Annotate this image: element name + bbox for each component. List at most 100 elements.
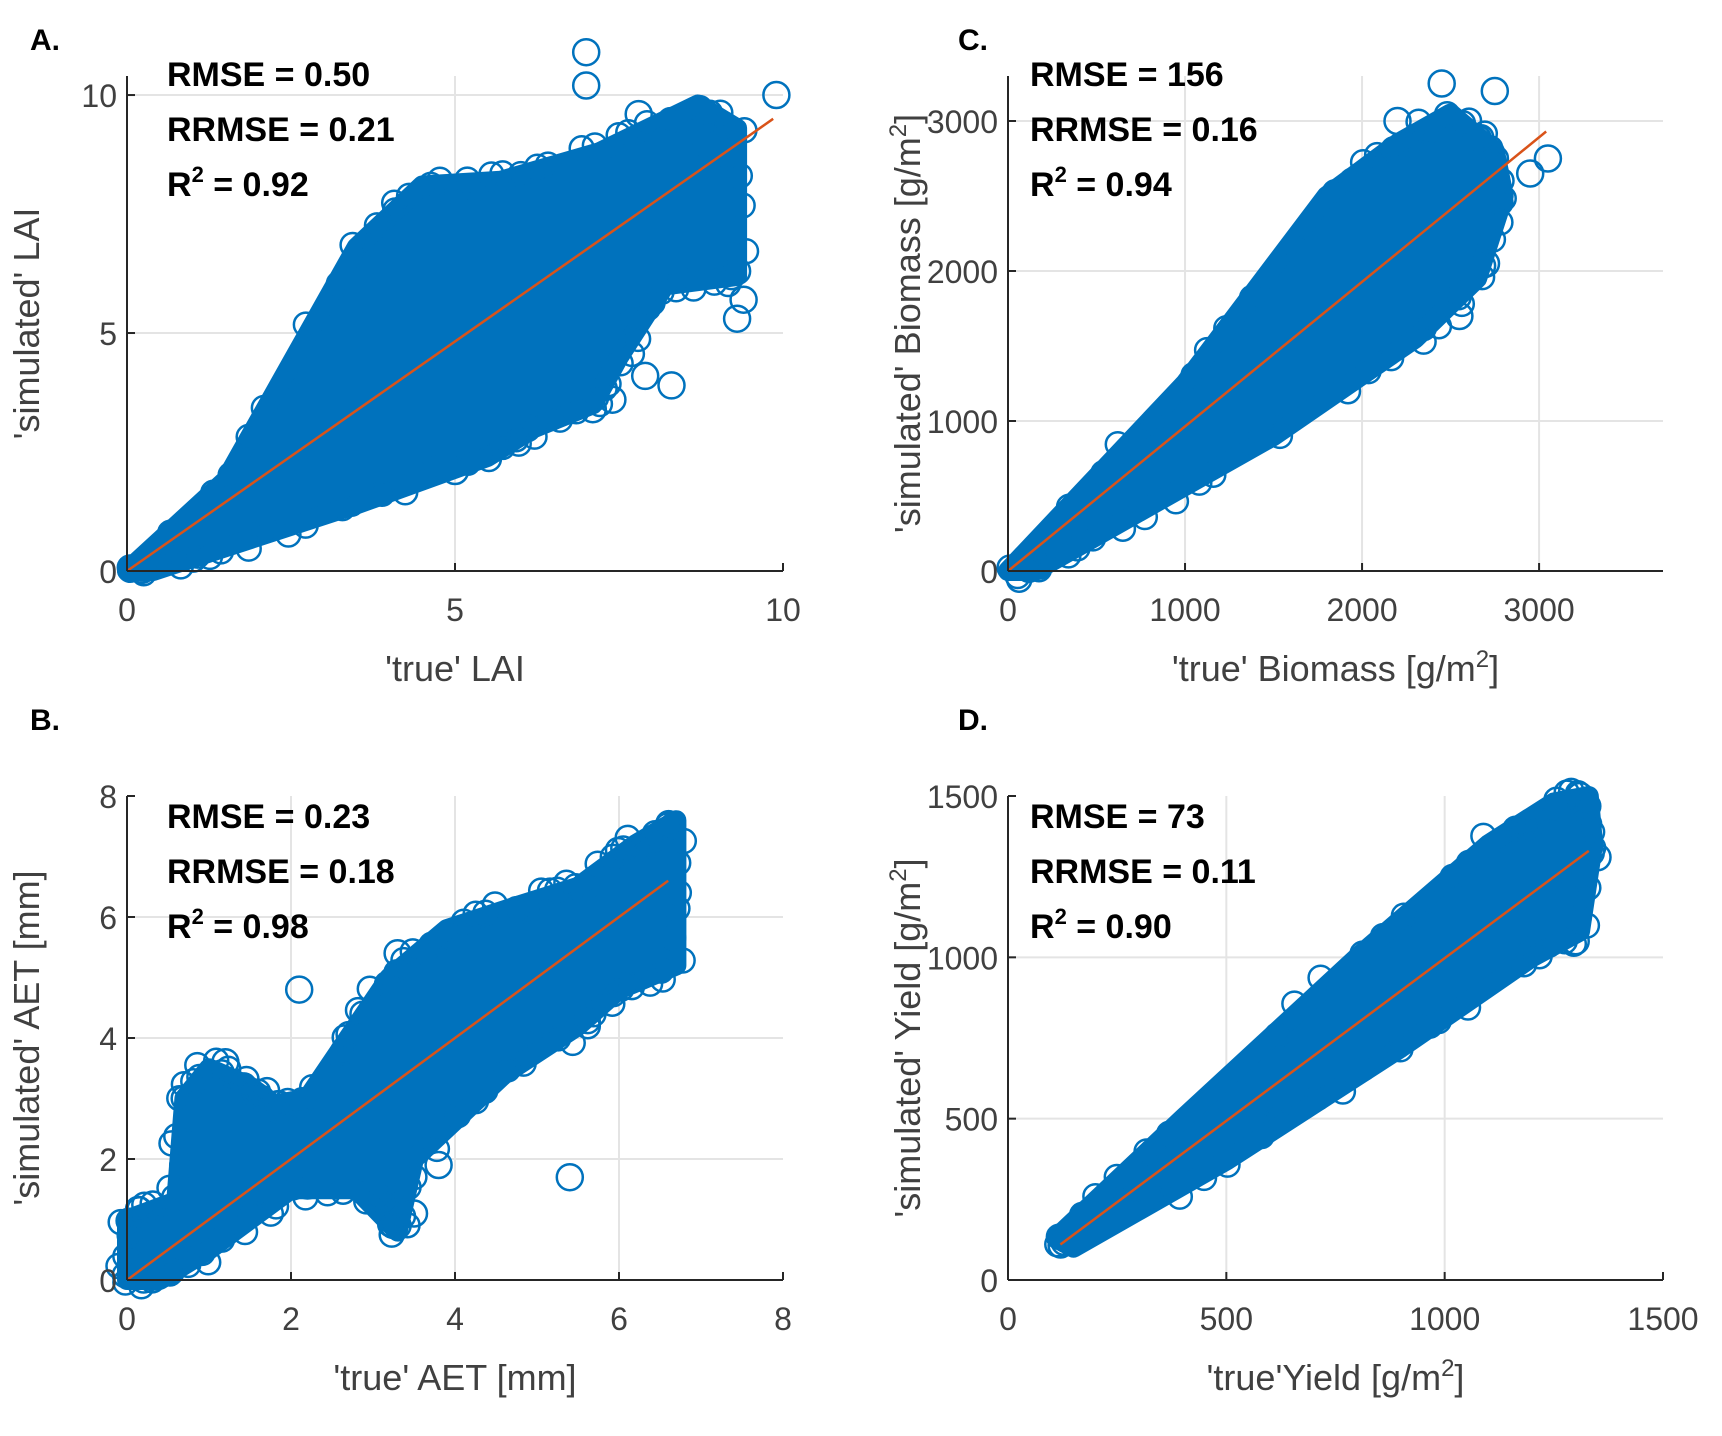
x-tick-label: 1500 <box>1627 1301 1698 1337</box>
x-tick-label: 5 <box>446 592 464 628</box>
outlier-point <box>1509 814 1538 843</box>
y-tick-label: 5 <box>99 316 117 352</box>
outlier-point <box>1533 144 1563 173</box>
scatter-point <box>1281 990 1308 1017</box>
y-tick-label: 10 <box>81 78 117 114</box>
scatter-point <box>592 359 620 387</box>
scatter-point <box>1551 928 1578 955</box>
scatter-point <box>503 895 530 923</box>
scatter-point <box>131 1191 158 1218</box>
scatter-point <box>381 197 409 224</box>
y-axis-label: 'simulated' Biomass [g/m2] <box>885 114 928 533</box>
scatter-point <box>168 1152 196 1179</box>
fit-line <box>1007 130 1547 572</box>
scatter-point <box>1011 549 1038 577</box>
scatter-point <box>664 895 691 922</box>
outlier-point <box>1471 249 1501 278</box>
x-tick-label: 10 <box>765 592 801 628</box>
scatter-point <box>1200 461 1227 488</box>
scatter-point <box>128 1273 155 1300</box>
scatter-point <box>363 212 391 239</box>
y-tick-label: 0 <box>99 1263 117 1299</box>
scatter-cloud <box>998 103 1514 581</box>
scatter-point <box>1526 942 1553 970</box>
scatter-point <box>1329 1078 1357 1105</box>
fit-line <box>126 117 774 573</box>
scatter-point <box>478 161 505 188</box>
scatter-point <box>1470 822 1497 850</box>
x-tick-label: 2 <box>282 1301 300 1337</box>
scatter-point <box>284 356 311 384</box>
scatter-point <box>280 1174 307 1201</box>
scatter-point <box>719 218 747 246</box>
scatter-point <box>437 923 464 951</box>
scatter-point <box>563 398 590 425</box>
scatter-point <box>1487 209 1514 236</box>
scatter-point <box>1307 964 1334 991</box>
scatter-point <box>244 1078 272 1105</box>
scatter-point <box>329 1172 357 1199</box>
x-axis-label-text: 'true'Yield [g/m <box>1207 1357 1442 1398</box>
scatter-point <box>472 899 499 926</box>
x-axis-label-text: 'true' LAI <box>385 648 525 689</box>
scatter-point <box>1397 133 1424 160</box>
scatter-point <box>175 1243 203 1271</box>
x-axis-label-superscript: 2 <box>1441 1355 1454 1382</box>
scatter-point <box>158 1130 185 1157</box>
scatter-point <box>534 151 562 178</box>
y-tick-label: 500 <box>945 1102 998 1138</box>
y-tick-label: 1000 <box>927 404 998 440</box>
stat-r2-prefix: R <box>167 908 192 946</box>
scatter-point <box>1349 940 1376 967</box>
y-tick-label: 0 <box>99 554 117 590</box>
scatter-point <box>1363 141 1391 169</box>
scatter-point <box>471 434 499 462</box>
scatter-point <box>701 269 728 296</box>
scatter-point <box>274 1087 301 1115</box>
scatter-point <box>481 891 509 918</box>
x-tick-label: 0 <box>999 592 1017 628</box>
scatter-point <box>292 311 320 338</box>
scatter-point <box>350 1178 377 1206</box>
stat-rmse: RMSE = 156 <box>1030 56 1224 94</box>
stat-r2-prefix: R <box>1030 166 1055 204</box>
scatter-point <box>1052 1226 1079 1253</box>
scatter-point <box>1176 1109 1203 1137</box>
stat-rmse: RMSE = 73 <box>1030 798 1205 836</box>
scatter-point <box>521 423 548 450</box>
stat-rmse: RMSE = 0.50 <box>167 56 370 94</box>
scatter-point <box>570 389 598 417</box>
scatter-point <box>1082 1182 1109 1210</box>
outlier-point <box>399 1199 429 1228</box>
scatter-point <box>1350 1054 1377 1082</box>
scatter-point <box>250 515 278 542</box>
scatter-point <box>537 404 565 432</box>
scatter-point <box>634 294 662 322</box>
x-tick-label: 8 <box>774 1301 792 1337</box>
outlier-point <box>722 256 752 286</box>
outlier-point <box>555 1162 585 1192</box>
scatter-point <box>1238 284 1266 312</box>
stat-r2-value: = 0.90 <box>1067 908 1172 946</box>
x-axis-label-superscript: 2 <box>1476 646 1489 673</box>
outlier-point <box>624 99 653 129</box>
scatter-point <box>1104 431 1132 458</box>
scatter-point <box>237 1200 264 1227</box>
scatter-point <box>1228 1060 1255 1087</box>
y-tick-label: 3000 <box>927 104 998 140</box>
scatter-point <box>235 535 262 562</box>
scatter-point <box>1416 1012 1444 1039</box>
scatter-point <box>1355 357 1382 385</box>
x-axis-label: 'true'Yield [g/m2] <box>1207 1355 1465 1398</box>
scatter-point <box>1079 525 1107 552</box>
stat-r2-prefix: R <box>167 166 192 204</box>
scatter-point <box>512 897 540 924</box>
scatter-point <box>729 192 756 219</box>
scatter-point <box>1140 409 1167 436</box>
outlier-point <box>440 456 470 486</box>
x-axis-label: 'true' Biomass [g/m2] <box>1172 646 1499 689</box>
stat-r2: R2 = 0.98 <box>167 904 309 946</box>
scatter-point <box>250 394 278 422</box>
outlier-point <box>1515 159 1545 188</box>
x-tick-label: 4 <box>446 1301 464 1337</box>
